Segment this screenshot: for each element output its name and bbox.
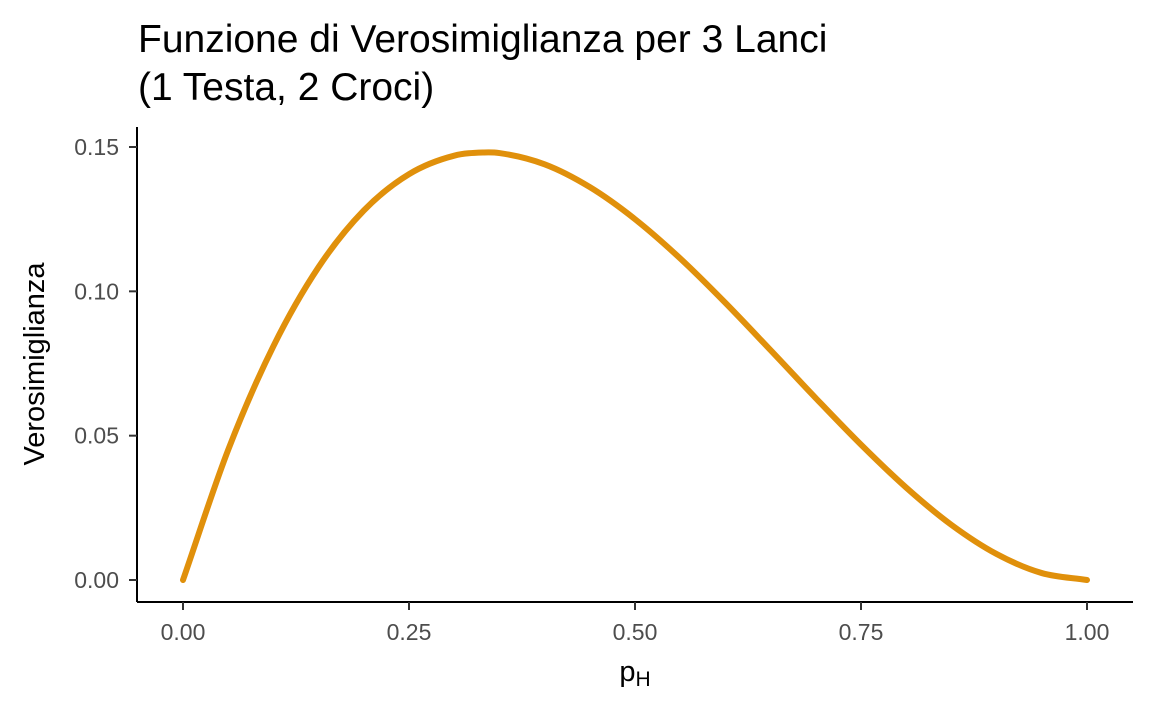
- chart-title-line-1: Funzione di Verosimiglianza per 3 Lanci: [138, 18, 827, 61]
- y-tick-label: 0.05: [74, 423, 119, 449]
- y-axis-title: Verosimiglianza: [19, 262, 51, 466]
- y-tick-label: 0.10: [74, 278, 119, 304]
- x-axis-title-subscript: H: [635, 668, 650, 691]
- y-axis-ticks: 0.00 0.05 0.10 0.15: [74, 134, 137, 593]
- x-tick-label: 0.50: [613, 619, 658, 645]
- likelihood-curve: [180, 149, 1090, 583]
- x-axis-title: pH: [619, 656, 650, 691]
- x-tick-label: 0.75: [839, 619, 884, 645]
- y-tick-label: 0.00: [74, 567, 119, 593]
- chart-title-line-2: (1 Testa, 2 Croci): [138, 66, 434, 109]
- x-tick-label: 0.25: [387, 619, 432, 645]
- x-axis-ticks: 0.00 0.25 0.50 0.75 1.00: [161, 602, 1110, 645]
- x-axis-title-base: p: [619, 656, 635, 688]
- x-tick-label: 1.00: [1065, 619, 1110, 645]
- plot-area: [180, 149, 1090, 583]
- x-tick-label: 0.00: [161, 619, 206, 645]
- y-tick-label: 0.15: [74, 134, 119, 160]
- chart-title: Funzione di Verosimiglianza per 3 Lanci …: [138, 18, 827, 109]
